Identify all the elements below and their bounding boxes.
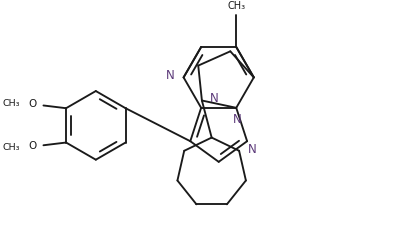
Text: O: O xyxy=(29,99,37,109)
Text: N: N xyxy=(210,92,219,105)
Text: O: O xyxy=(29,142,37,151)
Text: N: N xyxy=(166,69,174,82)
Text: N: N xyxy=(247,143,256,156)
Text: N: N xyxy=(233,113,241,126)
Text: CH₃: CH₃ xyxy=(227,1,245,11)
Text: CH₃: CH₃ xyxy=(3,143,20,152)
Text: CH₃: CH₃ xyxy=(3,99,20,108)
